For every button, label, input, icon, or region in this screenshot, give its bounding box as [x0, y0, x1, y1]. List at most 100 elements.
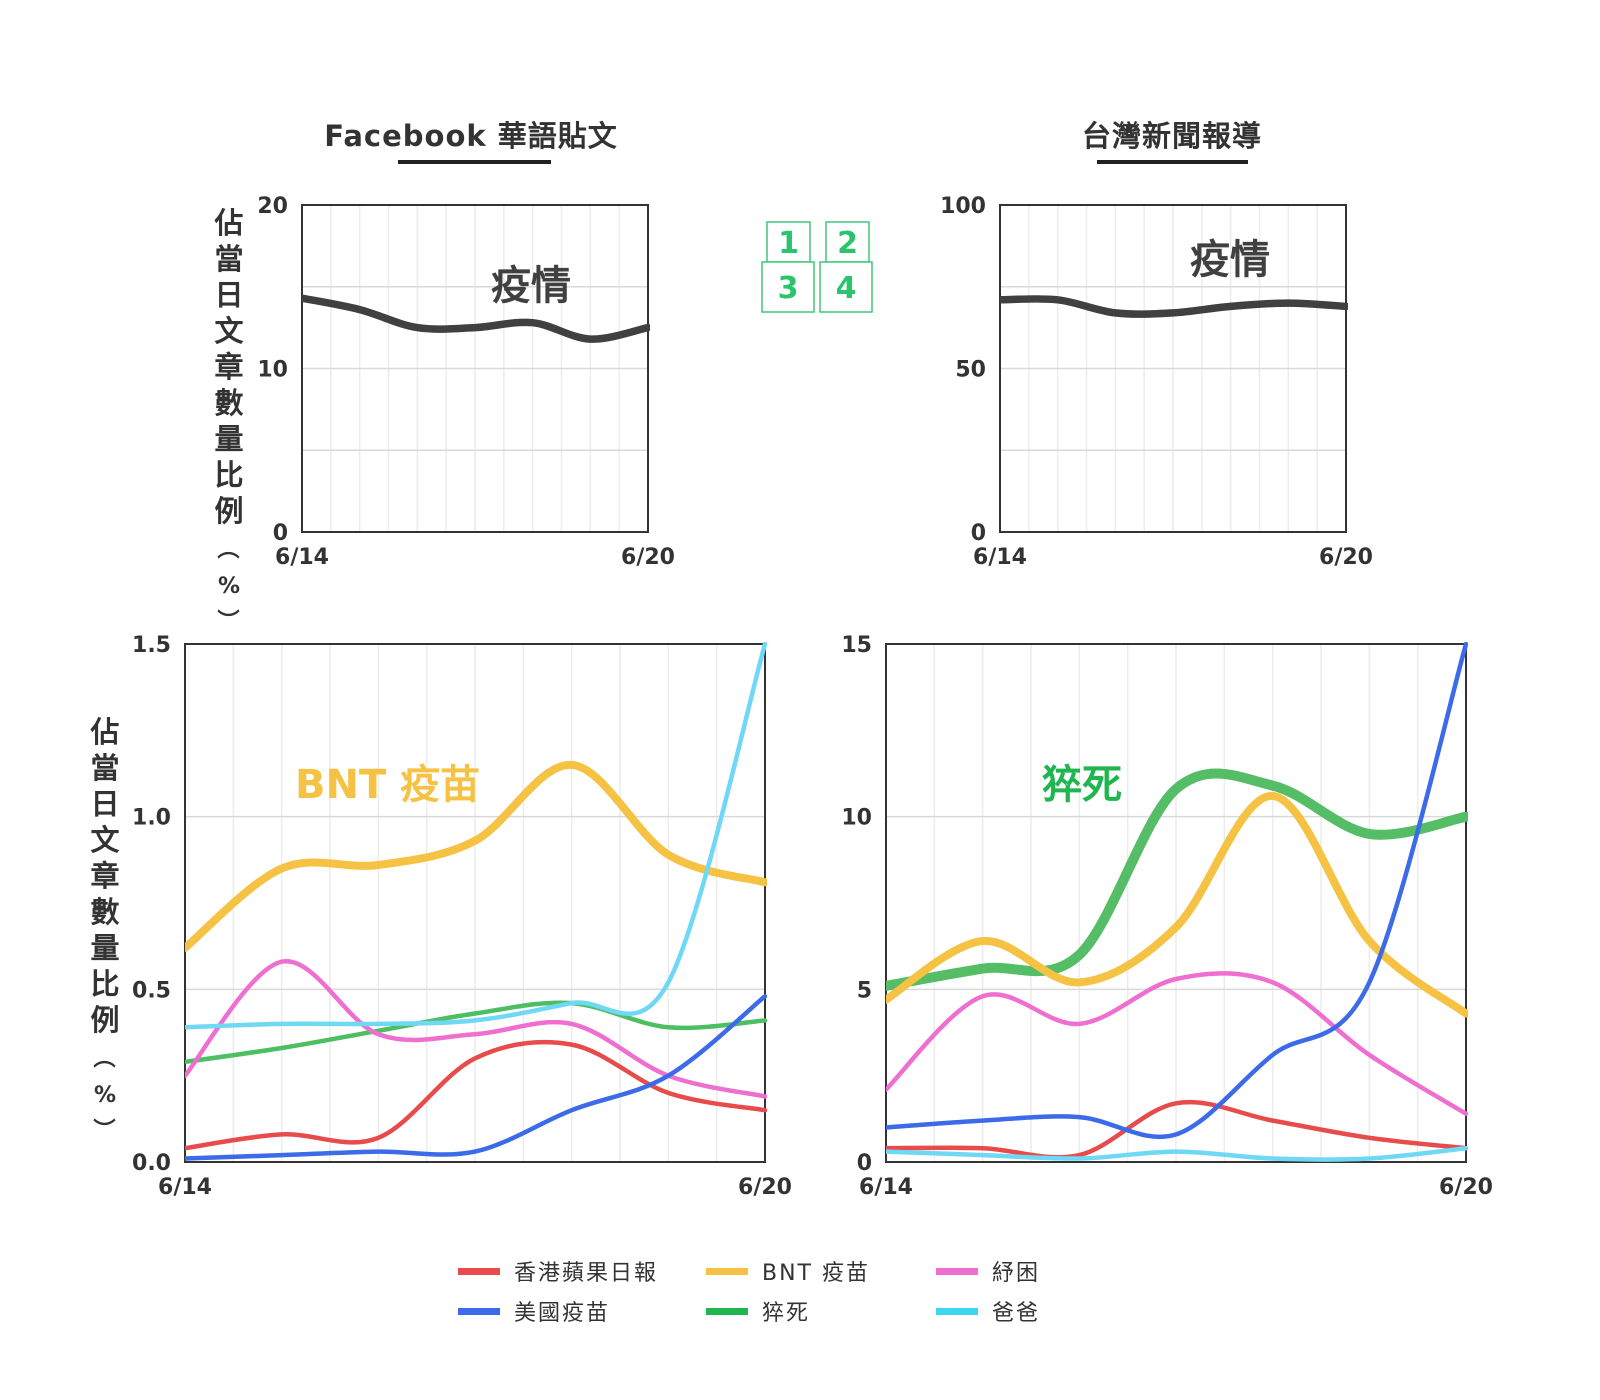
chart-panel-3: 0.0 0.5 1.0 1.5 6/14 6/20 BNT 疫苗 — [132, 633, 792, 1200]
series-line-美國疫苗 — [185, 993, 767, 1161]
y-tick-label: 0 — [971, 521, 986, 546]
y-axis-label-char: 比 — [214, 458, 243, 492]
panel-key-box — [761, 261, 815, 313]
legend-label: 紓困 — [992, 1261, 1041, 1286]
panel-key-label: 2 — [837, 226, 858, 261]
panel-key-label: 1 — [778, 226, 799, 261]
y-tick-label: 5 — [857, 978, 872, 1003]
y-axis-label-char: 文 — [214, 314, 244, 348]
legend-swatch — [936, 1267, 978, 1275]
series-line-香港蘋果日報 — [185, 1039, 767, 1151]
legend-swatch — [458, 1307, 500, 1315]
y-axis-label-char: 章 — [214, 350, 243, 384]
y-axis-label-char: 例 — [90, 1003, 119, 1037]
series-annotation: 疫情 — [1190, 237, 1270, 283]
y-axis-label-char: % — [218, 574, 240, 599]
y-axis-label-char: 數 — [90, 895, 119, 929]
legend-item-us-vaccine: 美國疫苗 — [458, 1293, 610, 1329]
x-tick-label: 6/20 — [1319, 545, 1373, 570]
column-title-right: 台灣新聞報導 — [1082, 119, 1262, 153]
series-line-爸爸 — [886, 1145, 1468, 1162]
legend-label: 香港蘋果日報 — [514, 1261, 659, 1286]
legend-item-dad: 爸爸 — [936, 1293, 1040, 1329]
plot-frame — [885, 643, 1467, 1163]
series-line-美國疫苗 — [886, 642, 1468, 1140]
panel-key-box — [819, 261, 873, 313]
series-line-猝死 — [886, 768, 1468, 991]
x-tick-label: 6/14 — [973, 545, 1027, 570]
series-line-香港蘋果日報 — [886, 1099, 1468, 1160]
y-tick-label: 0.0 — [132, 1151, 171, 1176]
series-line-紓困 — [886, 971, 1468, 1116]
legend-swatch — [936, 1307, 978, 1315]
series-annotation: BNT 疫苗 — [295, 762, 480, 808]
legend-label: BNT 疫苗 — [762, 1261, 870, 1286]
panel-key-label: 4 — [836, 271, 857, 306]
y-tick-label: 10 — [841, 806, 872, 831]
plot-frame — [184, 643, 766, 1163]
y-axis-label-char: 量 — [214, 422, 243, 456]
legend-label: 爸爸 — [992, 1301, 1041, 1326]
y-axis-label-char: ） — [214, 609, 239, 631]
column-titles: Facebook 華語貼文 台灣新聞報導 — [324, 119, 1262, 164]
legend-label: 美國疫苗 — [514, 1301, 611, 1326]
column-title-left-underline — [398, 160, 551, 164]
legend-swatch — [706, 1307, 748, 1315]
series-line-疫情 — [302, 294, 650, 343]
y-axis-label-char: 佔 — [213, 206, 243, 240]
chart-panel-2: 0 50 100 6/14 6/20 疫情 — [940, 194, 1373, 570]
legend-item-relief: 紓困 — [936, 1253, 1040, 1289]
x-tick-label: 6/20 — [738, 1175, 792, 1200]
y-axis-label-char: 比 — [90, 967, 119, 1001]
y-axis-label-char: 例 — [214, 494, 243, 528]
y-axis-label-char: （ — [90, 1046, 115, 1068]
y-axis-label-char: ） — [90, 1118, 115, 1140]
series-line-BNT 疫苗 — [185, 760, 767, 952]
legend-item-apple-daily: 香港蘋果日報 — [458, 1253, 658, 1289]
y-tick-label: 0.5 — [132, 978, 171, 1003]
y-axis-label-char: 日 — [90, 787, 119, 821]
legend-swatch — [706, 1267, 748, 1275]
series-line-BNT 疫苗 — [886, 791, 1468, 1018]
y-axis-label-char: 日 — [214, 278, 243, 312]
y-tick-label: 100 — [940, 194, 986, 219]
plot-frame — [999, 204, 1347, 533]
y-tick-label: 1.0 — [132, 806, 171, 831]
y-tick-label: 50 — [955, 358, 986, 383]
chart-panel-1: 0 10 20 6/14 6/20 疫情 — [257, 194, 675, 570]
y-axis-label-char: 當 — [90, 751, 119, 785]
legend-item-bnt-vaccine: BNT 疫苗 — [706, 1253, 870, 1289]
y-axis-label-char: 數 — [214, 386, 243, 420]
column-title-left: Facebook 華語貼文 — [324, 119, 618, 153]
series-annotation: 猝死 — [1042, 762, 1122, 808]
series-annotation: 疫情 — [491, 263, 571, 309]
x-tick-label: 6/20 — [621, 545, 675, 570]
y-tick-label: 10 — [257, 358, 288, 383]
x-tick-label: 6/20 — [1439, 1175, 1493, 1200]
y-axis-label-char: 章 — [90, 859, 119, 893]
panel-key-label: 3 — [778, 271, 799, 306]
y-tick-label: 20 — [257, 194, 288, 219]
legend-item-sudden-death: 猝死 — [706, 1293, 810, 1329]
legend-swatch — [458, 1267, 500, 1275]
x-tick-label: 6/14 — [158, 1175, 212, 1200]
x-tick-label: 6/14 — [859, 1175, 913, 1200]
legend: 香港蘋果日報 美國疫苗 BNT 疫苗 猝死 紓困 爸爸 — [458, 1253, 1098, 1343]
series-lines — [302, 294, 650, 343]
series-lines — [886, 642, 1468, 1162]
series-lines — [1000, 295, 1348, 318]
series-line-爸爸 — [185, 642, 767, 1030]
panel-key: 1 2 3 4 — [761, 221, 873, 313]
y-axis-label-char: 量 — [90, 931, 119, 965]
series-line-紓困 — [185, 959, 767, 1099]
y-tick-label: 0 — [273, 521, 288, 546]
y-axis-label-char: （ — [214, 537, 239, 559]
column-title-right-underline — [1097, 160, 1248, 164]
series-line-猝死 — [185, 1000, 767, 1065]
y-axis-label-char: 當 — [214, 242, 243, 276]
y-tick-label: 0 — [857, 1151, 872, 1176]
